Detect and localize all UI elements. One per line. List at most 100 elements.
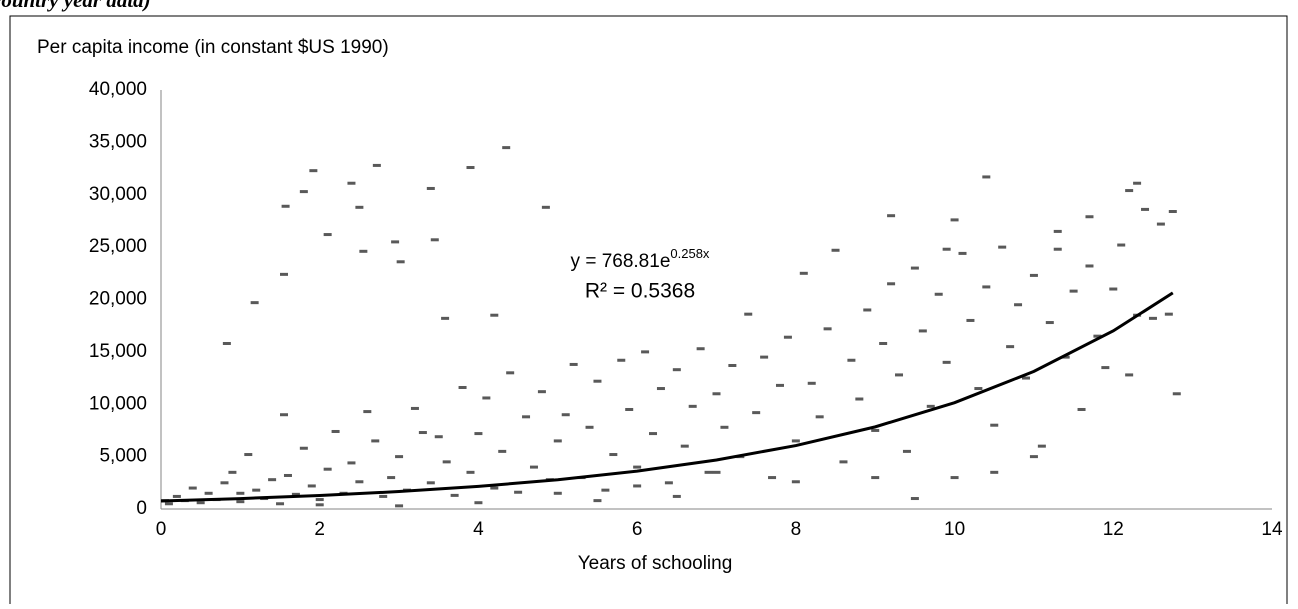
point	[990, 423, 999, 427]
point	[553, 491, 562, 495]
point	[1014, 303, 1023, 307]
point	[1101, 366, 1110, 370]
y-tick-label: 0	[136, 498, 147, 519]
point	[752, 411, 761, 415]
point	[355, 480, 364, 484]
point	[291, 492, 300, 496]
point	[395, 455, 404, 459]
point	[839, 460, 848, 464]
point	[482, 396, 491, 400]
point	[855, 397, 864, 401]
point	[1109, 287, 1118, 291]
point	[391, 240, 400, 244]
point	[871, 428, 880, 432]
point	[441, 316, 450, 320]
y-tick-label: 20,000	[89, 289, 147, 310]
point	[426, 481, 435, 485]
point	[696, 347, 705, 351]
point	[283, 473, 292, 477]
point	[998, 245, 1007, 249]
y-tick-label: 40,000	[89, 79, 147, 100]
point	[744, 312, 753, 316]
trend-equation: y = 768.81e0.258x	[571, 246, 710, 272]
point	[490, 313, 499, 317]
point	[236, 491, 245, 495]
point	[982, 175, 991, 179]
point	[633, 465, 642, 469]
chart-frame	[9, 15, 1288, 609]
point	[887, 214, 896, 218]
point	[585, 425, 594, 429]
point	[252, 488, 261, 492]
x-tick-label: 8	[791, 519, 802, 540]
y-tick-label: 15,000	[89, 341, 147, 362]
x-tick-label: 14	[1261, 519, 1283, 540]
point	[418, 431, 427, 435]
point	[442, 460, 451, 464]
point	[1021, 376, 1030, 380]
point	[1053, 247, 1062, 251]
point	[410, 406, 419, 410]
point	[450, 493, 459, 497]
point	[847, 358, 856, 362]
point	[990, 470, 999, 474]
point	[1053, 229, 1062, 233]
point	[299, 190, 308, 194]
point	[1029, 273, 1038, 277]
point	[434, 435, 443, 439]
point	[347, 461, 356, 465]
point	[204, 491, 213, 495]
point	[974, 387, 983, 391]
point	[1117, 243, 1126, 247]
point	[371, 439, 380, 443]
equation-base: y = 768.81e	[571, 251, 671, 272]
point	[1037, 444, 1046, 448]
point	[1125, 373, 1134, 377]
point	[712, 392, 721, 396]
point	[1168, 210, 1177, 214]
point	[236, 500, 245, 504]
point	[553, 439, 562, 443]
point	[268, 478, 277, 482]
point	[276, 502, 285, 506]
y-axis-label: Per capita income (in constant $US 1990)	[37, 37, 389, 58]
y-tick-label: 25,000	[89, 236, 147, 257]
point	[641, 350, 650, 354]
point	[1061, 355, 1070, 359]
y-tick-label: 35,000	[89, 131, 147, 152]
point	[704, 470, 713, 474]
point	[672, 494, 681, 498]
x-tick-label: 6	[632, 519, 643, 540]
point	[791, 439, 800, 443]
point	[1148, 316, 1157, 320]
x-tick-label: 10	[944, 519, 965, 540]
point	[172, 494, 181, 498]
point	[942, 247, 951, 251]
point	[502, 146, 511, 150]
point	[188, 486, 197, 490]
point	[823, 327, 832, 331]
point	[656, 387, 665, 391]
point	[363, 410, 372, 414]
point	[164, 502, 173, 506]
caption: country year data)	[0, 0, 151, 12]
point	[458, 385, 467, 389]
point	[569, 362, 578, 366]
point	[541, 205, 550, 209]
point	[426, 186, 435, 190]
point	[280, 272, 289, 276]
x-tick-label: 0	[156, 519, 167, 540]
point	[281, 204, 290, 208]
y-tick-label: 5,000	[99, 446, 147, 467]
y-tick-label: 30,000	[89, 184, 147, 205]
point	[950, 476, 959, 480]
x-axis-label: Years of schooling	[578, 553, 733, 574]
point	[783, 335, 792, 339]
point	[1156, 222, 1165, 226]
point	[934, 292, 943, 296]
point	[950, 218, 959, 222]
point	[387, 476, 396, 480]
point	[791, 480, 800, 484]
point	[617, 358, 626, 362]
point	[768, 476, 777, 480]
